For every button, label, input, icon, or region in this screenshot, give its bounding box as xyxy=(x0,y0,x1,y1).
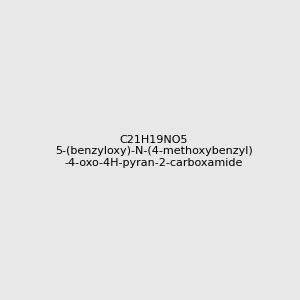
Text: C21H19NO5
5-(benzyloxy)-N-(4-methoxybenzyl)
-4-oxo-4H-pyran-2-carboxamide: C21H19NO5 5-(benzyloxy)-N-(4-methoxybenz… xyxy=(55,135,253,168)
